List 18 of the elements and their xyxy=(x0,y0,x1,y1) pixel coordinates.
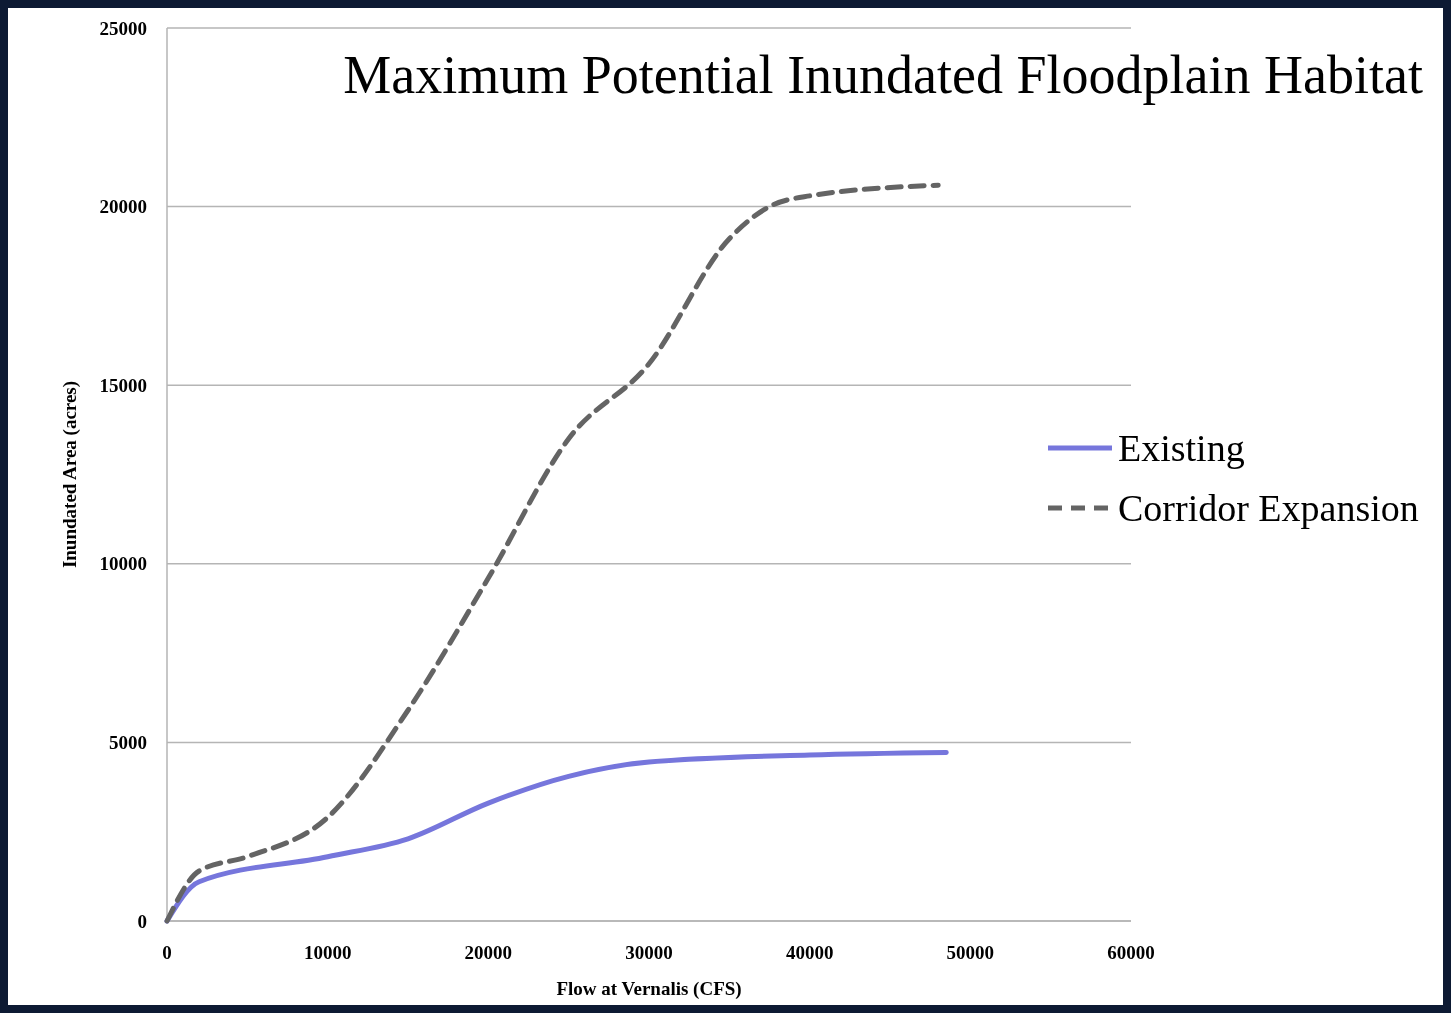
y-tick-label: 15000 xyxy=(99,374,147,396)
y-tick-label: 20000 xyxy=(99,196,147,218)
y-tick-label: 5000 xyxy=(109,732,147,754)
x-tick-label: 50000 xyxy=(946,942,995,963)
y-tick-label: 0 xyxy=(137,910,147,932)
y-tick-label: 25000 xyxy=(99,17,147,39)
y-tick-label: 10000 xyxy=(99,553,147,575)
legend-label: Corridor Expansion xyxy=(1118,487,1419,530)
x-tick-label: 0 xyxy=(162,942,172,963)
x-tick-label: 40000 xyxy=(785,942,834,963)
x-tick-label: 60000 xyxy=(1107,942,1155,963)
x-tick-label: 30000 xyxy=(625,942,673,963)
x-tick-label: 20000 xyxy=(464,942,513,963)
y-axis-title: Inundated Area (acres) xyxy=(59,380,81,569)
x-tick-label: 10000 xyxy=(303,942,352,963)
legend-label: Existing xyxy=(1118,427,1245,470)
x-axis-title: Flow at Vernalis (CFS) xyxy=(556,978,742,1000)
chart-title: Maximum Potential Inundated Floodplain Habitat xyxy=(343,45,1423,105)
